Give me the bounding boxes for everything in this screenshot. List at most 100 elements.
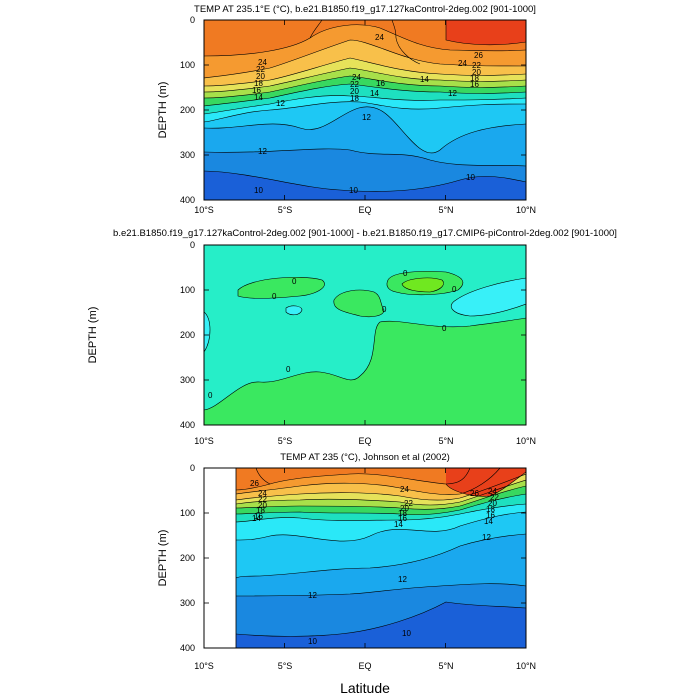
clabel: 12 <box>308 591 317 600</box>
xtick: 5°S <box>278 205 293 215</box>
diff-pos-blob-a <box>238 277 325 299</box>
clabel: 0 <box>286 365 291 374</box>
xtick: 10°N <box>516 205 536 215</box>
panel-1-plot <box>204 20 526 200</box>
panel-1-title: TEMP AT 235.1°E (°C), b.e21.B1850.f19_g1… <box>194 4 536 15</box>
clabel: 12 <box>258 147 267 156</box>
clabel: 18 <box>350 94 359 103</box>
panel-2-yticks: 0 100 200 300 400 <box>180 240 195 430</box>
clabel: 14 <box>370 89 379 98</box>
clabel: 16 <box>486 511 495 520</box>
ytick: 0 <box>190 15 195 25</box>
clabel: 14 <box>394 520 403 529</box>
ytick: 400 <box>180 643 195 653</box>
xtick: 5°N <box>438 436 453 446</box>
panel-1-ylabel: DEPTH (m) <box>157 82 169 139</box>
xtick: 5°S <box>278 661 293 671</box>
clabel: 24 <box>458 59 467 68</box>
diff-strong-blob <box>402 277 444 292</box>
xtick: 10°N <box>516 661 536 671</box>
clabel: 18 <box>254 79 263 88</box>
ytick: 100 <box>180 60 195 70</box>
ytick: 400 <box>180 420 195 430</box>
clabel: 18 <box>486 505 495 514</box>
ytick: 300 <box>180 598 195 608</box>
clabel: 22 <box>258 495 267 504</box>
ytick: 0 <box>190 463 195 473</box>
panel-2-axes: DEPTH (m) 0 100 200 300 400 10°S 5°S EQ … <box>87 240 536 446</box>
clabel: 0 <box>442 324 447 333</box>
diff-neg-right <box>451 278 526 316</box>
clabel: 24 <box>375 33 384 42</box>
clabel: 10 <box>254 186 263 195</box>
clabel: 14 <box>252 514 261 523</box>
xtick: 10°N <box>516 436 536 446</box>
ytick: 200 <box>180 553 195 563</box>
clabel: 24 <box>258 489 267 498</box>
xtick: EQ <box>358 205 371 215</box>
clabel: 20 <box>350 87 359 96</box>
panel-3-contours <box>236 468 526 637</box>
clabel: 16 <box>376 79 385 88</box>
clabel: 22 <box>490 493 499 502</box>
clabel: 18 <box>398 509 407 518</box>
clabel: 12 <box>482 533 491 542</box>
clabel: 12 <box>362 113 371 122</box>
panel-3-xticks: 10°S 5°S EQ 5°N 10°N <box>194 661 536 671</box>
xtick: 10°S <box>194 436 214 446</box>
ytick: 300 <box>180 375 195 385</box>
ytick: 0 <box>190 240 195 250</box>
clabel: 0 <box>452 285 457 294</box>
clabel: 22 <box>472 61 481 70</box>
x-axis-label: Latitude <box>340 680 390 696</box>
panel-1-contours <box>204 20 526 192</box>
clabel: 12 <box>276 99 285 108</box>
ytick: 100 <box>180 508 195 518</box>
clabel: 26 <box>470 489 479 498</box>
clabel: 20 <box>256 72 265 81</box>
band-26 <box>204 20 526 56</box>
clabel: 22 <box>256 65 265 74</box>
panel-2-title: b.e21.B1850.f19_g17.127kaControl-2deg.00… <box>113 228 617 239</box>
panel-2-ylabel: DEPTH (m) <box>87 307 99 364</box>
clabel: 16 <box>254 512 263 521</box>
clabel: 24 <box>400 485 409 494</box>
panel-2-plot <box>204 245 526 425</box>
xtick: 10°S <box>194 205 214 215</box>
diff-neg-hole <box>286 305 302 315</box>
clabel: 24 <box>352 73 361 82</box>
panel-2-contours <box>204 270 526 411</box>
clabel: 0 <box>382 305 387 314</box>
ytick: 200 <box>180 105 195 115</box>
panel-3-contour-labels: 26 24 22 20 18 16 14 24 22 20 18 16 14 2… <box>250 479 499 646</box>
panel-2-contour-labels: 0 0 0 0 0 0 0 0 <box>208 269 457 400</box>
panel-1-contour-labels: 24 24 22 20 18 16 14 12 24 22 20 18 16 1… <box>252 33 483 195</box>
diff-pos-blob-b <box>333 290 384 317</box>
xtick: 10°S <box>194 661 214 671</box>
clabel: 20 <box>488 499 497 508</box>
diff-pos-region <box>204 318 526 425</box>
panel-2-xticks: 10°S 5°S EQ 5°N 10°N <box>194 436 536 446</box>
clabel: 10 <box>349 186 358 195</box>
clabel: 20 <box>472 68 481 77</box>
panel-1-xticks: 10°S 5°S EQ 5°N 10°N <box>194 205 536 215</box>
panel-2: b.e21.B1850.f19_g17.127kaControl-2deg.00… <box>87 228 617 446</box>
ytick: 300 <box>180 150 195 160</box>
clabel: 0 <box>403 269 408 278</box>
clabel: 10 <box>466 173 475 182</box>
clabel: 26 <box>474 51 483 60</box>
band-28 <box>446 20 526 45</box>
clabel: 16 <box>470 80 479 89</box>
clabel: 22 <box>404 499 413 508</box>
xtick: EQ <box>358 436 371 446</box>
clabel: 10 <box>402 629 411 638</box>
ytick: 200 <box>180 330 195 340</box>
clabel: 0 <box>292 277 297 286</box>
panel-3-axes: DEPTH (m) 0 100 200 300 400 10°S 5°S EQ … <box>157 463 536 696</box>
clabel: 0 <box>272 292 277 301</box>
clabel: 0 <box>208 391 213 400</box>
xtick: 5°N <box>438 661 453 671</box>
ytick: 400 <box>180 195 195 205</box>
panel-3-plot <box>236 468 526 648</box>
